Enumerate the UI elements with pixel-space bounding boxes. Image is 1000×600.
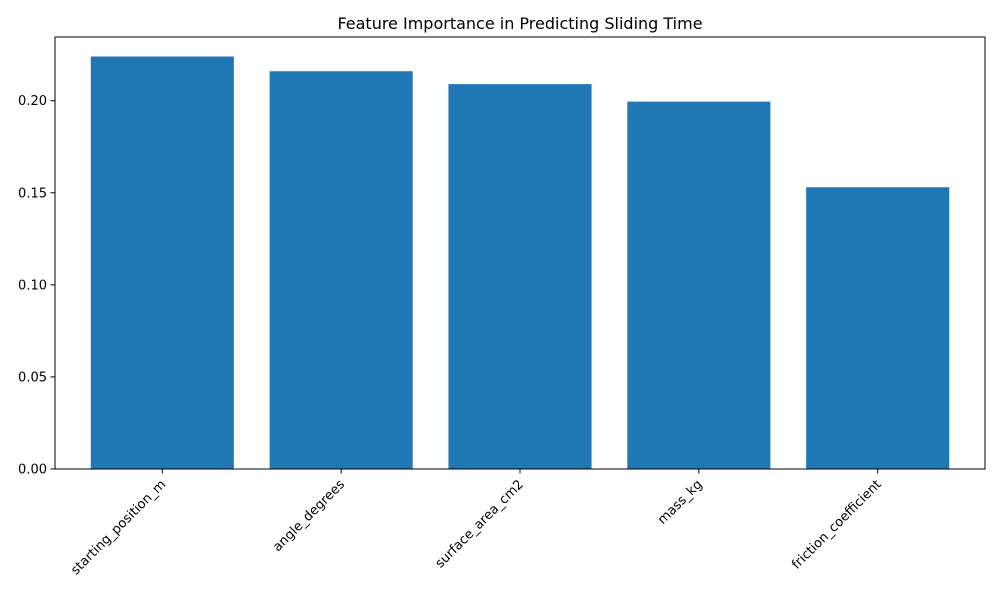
y-tick-label: 0.05 xyxy=(18,370,47,385)
bar-starting_position_m xyxy=(90,56,234,470)
y-axis: 0.00 0.05 0.10 0.15 0.20 xyxy=(18,94,55,478)
plot-frame xyxy=(54,36,986,470)
bar-surface_area_cm2 xyxy=(448,84,592,469)
y-tick-label: 0.10 xyxy=(18,278,47,293)
y-tick-label: 0.20 xyxy=(18,94,47,109)
bars-layer xyxy=(90,56,950,470)
y-tick-label: 0.00 xyxy=(18,463,47,478)
bar-angle_degrees xyxy=(269,71,413,469)
bar-friction_coefficient xyxy=(806,187,950,469)
y-tick-label: 0.15 xyxy=(18,186,47,201)
bar-mass_kg xyxy=(627,101,771,469)
chart-title: Feature Importance in Predicting Sliding… xyxy=(337,14,702,33)
